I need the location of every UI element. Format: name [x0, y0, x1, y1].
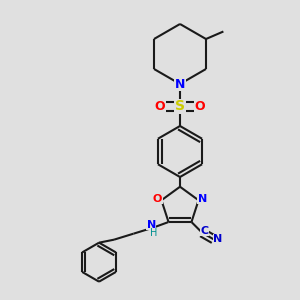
Text: O: O — [154, 100, 165, 113]
Text: H: H — [150, 228, 157, 238]
Text: N: N — [147, 220, 156, 230]
Text: N: N — [198, 194, 207, 204]
Text: N: N — [213, 234, 223, 244]
Text: O: O — [153, 194, 162, 204]
Text: N: N — [175, 77, 185, 91]
Text: C: C — [200, 226, 208, 236]
Text: S: S — [175, 100, 185, 113]
Text: O: O — [195, 100, 206, 113]
